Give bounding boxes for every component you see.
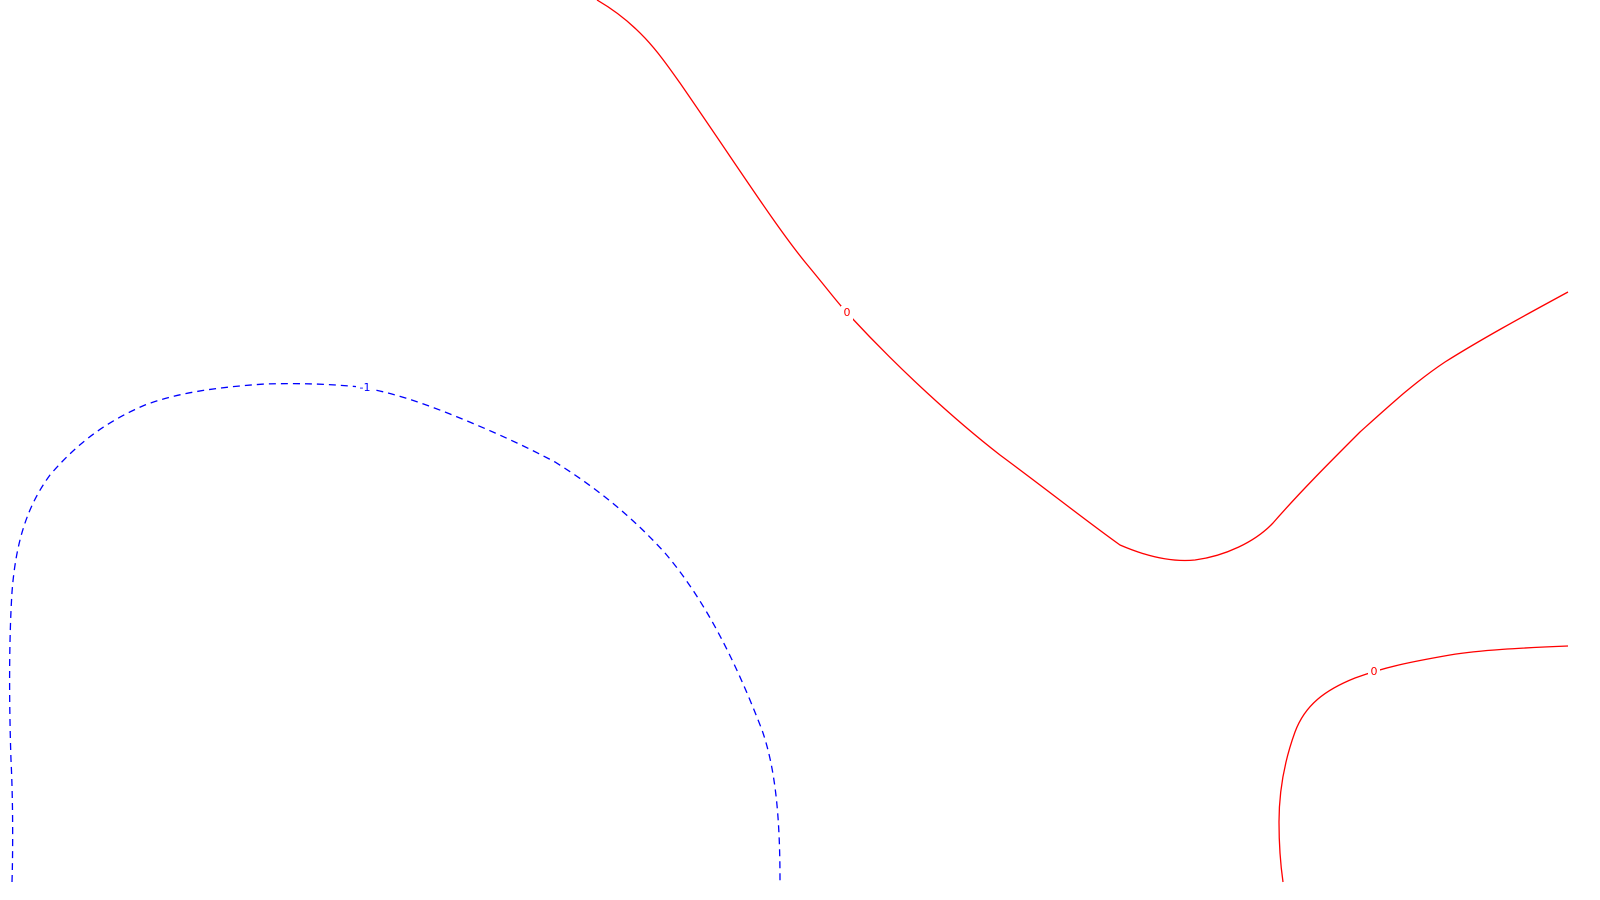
- contour-label-bg-zero-lower: [1368, 665, 1380, 679]
- contour-label-bg-zero-upper: [841, 306, 853, 320]
- contour-label-bg-minus-one: [356, 381, 374, 395]
- contour-label-zero-upper: 0: [844, 306, 851, 319]
- contour-label-zero-lower: 0: [1371, 665, 1378, 678]
- contour-line-zero-upper: [596, 0, 1569, 562]
- contour-label-minus-one: -1: [360, 381, 371, 394]
- contour-line-zero-lower: [1278, 645, 1569, 883]
- contour-line-minus-one: [8, 382, 781, 883]
